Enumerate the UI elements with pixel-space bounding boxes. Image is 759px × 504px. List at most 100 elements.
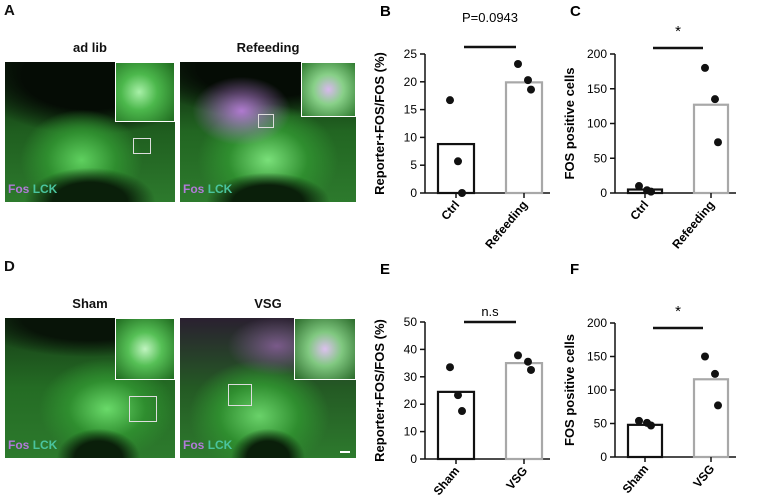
y-tick-label: 10 xyxy=(404,425,418,439)
y-tick-label: 15 xyxy=(404,103,418,117)
data-point xyxy=(635,416,643,425)
data-point xyxy=(524,357,532,366)
significance-annotation: P=0.0943 xyxy=(462,10,518,25)
chart-panel-e: E 0 10 20 30 40 50 Reporter+FOS/FOS (%) Sham VSG n… xyxy=(372,261,550,498)
image-title-refeeding: Refeeding xyxy=(236,40,300,55)
y-axis-label: Reporter+FOS/FOS (%) xyxy=(372,52,387,195)
bar-vsg xyxy=(504,361,544,461)
y-tick-label: 30 xyxy=(404,370,418,384)
y-tick-label: 10 xyxy=(404,130,418,144)
y-axis-label: Reporter+FOS/FOS (%) xyxy=(372,319,387,462)
x-tick-label: Ctrl xyxy=(627,198,651,223)
y-tick-label: 0 xyxy=(410,186,417,200)
data-point xyxy=(647,187,655,196)
data-point xyxy=(714,138,722,147)
data-point xyxy=(527,365,535,374)
x-tick-label: VSG xyxy=(690,462,717,490)
bar-ctrl xyxy=(436,142,476,195)
y-tick-label: 0 xyxy=(410,452,417,466)
data-point xyxy=(524,76,532,85)
chart-panel-f: F 0 50 100 150 200 FOS positive cells Sham VSG * xyxy=(562,261,736,496)
y-tick-label: 200 xyxy=(587,316,607,330)
significance-annotation: * xyxy=(675,303,681,320)
micrograph-sham: Fos LCK xyxy=(5,318,175,458)
data-point xyxy=(711,369,719,378)
data-point xyxy=(446,363,454,372)
chart-panel-b: B 0 5 10 15 20 25 Reporter+FOS/FOS (%) Ctrl Refee… xyxy=(372,3,550,251)
x-tick-label: Sham xyxy=(431,464,463,498)
bar-refeeding xyxy=(504,81,544,195)
scale-bar xyxy=(340,451,350,453)
stain-label: Fos LCK xyxy=(183,182,232,196)
y-tick-label: 0 xyxy=(600,450,607,464)
fos-label: Fos xyxy=(8,182,30,196)
y-tick-label: 50 xyxy=(404,315,418,329)
lck-label: LCK xyxy=(32,182,58,196)
data-point xyxy=(514,351,522,360)
fos-label: Fos xyxy=(183,182,205,196)
y-tick-label: 200 xyxy=(587,47,607,61)
y-tick-label: 20 xyxy=(404,75,418,89)
micrograph-ad-lib: Fos LCK xyxy=(5,62,175,202)
data-point xyxy=(454,157,462,166)
y-tick-label: 100 xyxy=(587,117,607,131)
bar-refeeding xyxy=(692,103,730,195)
data-point xyxy=(701,352,709,361)
x-tick-label: VSG xyxy=(503,464,530,492)
bar-sham xyxy=(626,423,664,459)
image-title-ad-lib: ad lib xyxy=(73,40,107,55)
y-tick-label: 150 xyxy=(587,82,607,96)
data-point xyxy=(711,95,719,104)
significance-annotation: n.s xyxy=(481,304,499,319)
data-point xyxy=(527,85,535,94)
data-point xyxy=(454,391,462,400)
roi-box xyxy=(228,384,252,406)
chart-panel-c: C 0 50 100 150 200 FOS positive cells Ctrl Refee… xyxy=(562,3,736,251)
lck-label: LCK xyxy=(32,438,58,452)
zoom-inset xyxy=(115,318,175,380)
stain-label: Fos LCK xyxy=(8,182,57,196)
y-tick-label: 50 xyxy=(594,151,608,165)
zoom-inset xyxy=(294,318,356,380)
image-title-sham: Sham xyxy=(72,296,108,311)
panel-letter-a: A xyxy=(4,2,15,19)
x-tick-label: Ctrl xyxy=(438,198,462,223)
panel-letter: F xyxy=(570,261,579,278)
panel-letter: B xyxy=(380,3,391,20)
zoom-inset xyxy=(301,62,356,117)
data-point xyxy=(647,421,655,430)
micrograph-refeeding: Fos LCK xyxy=(180,62,356,202)
micrograph-vsg: Fos LCK xyxy=(180,318,356,458)
y-tick-label: 0 xyxy=(600,186,607,200)
y-tick-label: 150 xyxy=(587,350,607,364)
data-point xyxy=(458,407,466,416)
stain-label: Fos LCK xyxy=(183,438,232,452)
bar-vsg xyxy=(692,378,730,459)
zoom-inset xyxy=(115,62,175,122)
data-point xyxy=(458,189,466,197)
y-tick-label: 100 xyxy=(587,383,607,397)
y-tick-label: 20 xyxy=(404,397,418,411)
panel-letter-d: D xyxy=(4,258,15,275)
fos-label: Fos xyxy=(183,438,205,452)
fos-label: Fos xyxy=(8,438,30,452)
panel-letter: C xyxy=(570,3,581,20)
data-point xyxy=(514,60,522,69)
significance-annotation: * xyxy=(675,23,681,40)
y-axis-label: FOS positive cells xyxy=(562,68,577,180)
image-title-vsg: VSG xyxy=(254,296,282,311)
lck-label: LCK xyxy=(207,182,233,196)
roi-box xyxy=(133,138,151,154)
y-tick-label: 50 xyxy=(594,417,608,431)
x-tick-label: Refeeding xyxy=(669,198,717,251)
y-tick-label: 25 xyxy=(404,47,418,61)
y-tick-label: 40 xyxy=(404,342,418,356)
lck-label: LCK xyxy=(207,438,233,452)
roi-box xyxy=(258,114,274,128)
data-point xyxy=(701,63,709,72)
stain-label: Fos LCK xyxy=(8,438,57,452)
x-tick-label: Refeeding xyxy=(482,198,530,251)
y-tick-label: 5 xyxy=(410,158,417,172)
data-point xyxy=(446,96,454,105)
x-tick-label: Sham xyxy=(620,462,652,496)
